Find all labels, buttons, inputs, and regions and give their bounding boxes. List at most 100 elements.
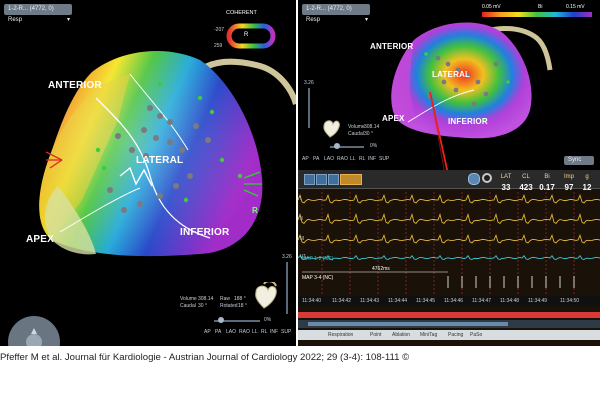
g-value: 12: [582, 183, 592, 192]
bi-header: Bi: [544, 174, 550, 180]
channel-label-1: I: [300, 196, 302, 202]
map34-label: MAP 3-4 (NC): [302, 275, 334, 281]
navigation-compass-icon[interactable]: [4, 308, 62, 346]
right-view-rao-button[interactable]: RAO: [337, 156, 348, 162]
ecg-traces[interactable]: [298, 192, 600, 322]
left-colorbar-letter: R: [244, 32, 249, 38]
speed-button[interactable]: [328, 174, 339, 185]
left-scale-slider[interactable]: [286, 262, 288, 314]
right-cardiac-map[interactable]: [298, 0, 600, 175]
settings-gear-icon[interactable]: [468, 173, 480, 185]
right-view-sup-button[interactable]: SUP: [379, 156, 390, 162]
time-tick-10: 11:34:50: [560, 298, 580, 304]
sync-button[interactable]: Sync: [564, 156, 594, 165]
right-map-selector-label: 1-2-R... (4772, 0) Resp: [306, 6, 352, 23]
left-volume-value: 308.14: [198, 296, 214, 302]
chevron-down-icon: ▾: [66, 17, 70, 23]
sync-button-label: Sync: [568, 157, 582, 163]
scrollbar-thumb[interactable]: [308, 322, 508, 326]
view-ll-button[interactable]: LL: [252, 329, 258, 335]
view-rl-button[interactable]: RL: [261, 329, 268, 335]
time-tick-6: 11:34:46: [444, 298, 464, 304]
left-map-selector[interactable]: 1-2-R... (4772, 0) Resp ▾: [4, 4, 72, 23]
right-heart-orientation-icon[interactable]: [320, 118, 342, 138]
right-colorbar-high: 0.15 mV: [566, 4, 585, 10]
left-opacity-slider[interactable]: [214, 320, 260, 322]
left-colorbar-bottom-value: 259: [214, 43, 223, 49]
view-lao-button[interactable]: LAO: [226, 329, 237, 335]
inferior-label: INFERIOR: [180, 227, 230, 238]
annotation-button[interactable]: [340, 174, 362, 185]
time-tick-2: 11:34:42: [332, 298, 352, 304]
right-colorbar-label: Bi: [538, 4, 543, 10]
cl-value: 423: [519, 183, 533, 192]
r-marker-label: R: [252, 206, 258, 215]
right-opacity-slider-thumb[interactable]: [334, 143, 340, 149]
heart-orientation-icon[interactable]: [250, 282, 280, 310]
right-view-ll-button[interactable]: LL: [350, 156, 356, 162]
view-inf-button[interactable]: INF: [270, 329, 279, 335]
right-anterior-label: ANTERIOR: [370, 42, 414, 51]
time-axis: 11:34:40 11:34:42 11:34:43 11:34:44 11:3…: [298, 296, 600, 306]
right-view-lao-button[interactable]: LAO: [324, 156, 335, 162]
left-rotate-value: 18 °: [238, 303, 247, 309]
lat-value: 33: [501, 183, 511, 192]
left-raw-value: 188 °: [234, 296, 246, 302]
right-map-selector[interactable]: 1-2-R... (4772, 0) Resp ▾: [302, 4, 370, 23]
cl-header: CL: [522, 174, 530, 180]
right-volume-value: 308.14: [364, 124, 380, 130]
freeze-button[interactable]: [316, 174, 327, 185]
left-colorbar-top-value: -207: [214, 27, 225, 33]
view-ap-button[interactable]: AP: [204, 329, 211, 335]
figure-caption: Pfeffer M et al. Journal für Kardiologie…: [0, 352, 410, 363]
ecg-trace-1: [298, 193, 600, 204]
right-apex-label: APEX: [382, 114, 405, 123]
legend-respiration: Respiration: [328, 332, 354, 338]
left-map-selector-label: 1-2-R... (4772, 0) Resp: [8, 6, 54, 23]
g-header: g: [585, 174, 589, 180]
legend-minitag: MiniTag: [420, 332, 438, 338]
left-scale-label: 3.26: [282, 254, 292, 260]
right-view-rl-button[interactable]: RL: [359, 156, 366, 162]
record-button[interactable]: [304, 174, 315, 185]
ecg-trace-3: [298, 233, 600, 244]
right-opacity-slider[interactable]: [330, 146, 364, 148]
left-cardiac-map[interactable]: [0, 0, 296, 346]
lat-header: LAT: [500, 174, 512, 180]
right-lateral-label: LATERAL: [432, 70, 471, 79]
legend-bar: Respiration Point Ablation MiniTag Pacin…: [298, 330, 600, 340]
legend-pacing: Pacing: [448, 332, 464, 338]
channel-label-4: V1: [300, 254, 307, 260]
left-rotate-label: Rotated: [220, 303, 238, 309]
left-slider-value: 0%: [264, 317, 272, 323]
signal-toolbar: [298, 170, 600, 189]
left-opacity-slider-thumb[interactable]: [218, 317, 224, 323]
time-tick-4: 11:34:44: [388, 298, 408, 304]
anterior-label: ANTERIOR: [48, 80, 102, 91]
left-map-panel: 1-2-R... (4772, 0) Resp ▾: [0, 0, 296, 346]
view-pa-button[interactable]: PA: [215, 329, 222, 335]
view-rao-button[interactable]: RAO: [239, 329, 250, 335]
right-caudal-value: 30 °: [364, 131, 373, 137]
right-caudal-label: Caudal: [348, 131, 364, 137]
imp-value: 97: [564, 183, 574, 192]
right-view-pa-button[interactable]: PA: [313, 156, 320, 162]
ecg-trace-2: [298, 212, 600, 224]
signal-viewer: LAT CL Bi Imp g 33 423 0.17 97 12 I II I…: [298, 170, 600, 346]
right-slider-value: 0%: [370, 143, 378, 149]
right-scale-slider[interactable]: [308, 88, 310, 128]
left-raw-label: Raw: [220, 296, 231, 302]
left-caudal-label: Caudal: [180, 303, 196, 309]
time-tick-7: 11:34:47: [472, 298, 492, 304]
map12-trace: [298, 254, 600, 260]
channel-label-3: III: [300, 236, 305, 242]
right-view-ap-button[interactable]: AP: [302, 156, 309, 162]
channel-label-2: II: [300, 216, 303, 222]
colorbar-ring-icon: [226, 23, 276, 49]
right-map-panel: 1-2-R... (4772, 0) Resp ▾ 0.05 mV Bi 0.1…: [298, 0, 600, 346]
right-view-inf-button[interactable]: INF: [368, 156, 377, 162]
timeline-scrollbar[interactable]: [298, 320, 600, 328]
target-icon[interactable]: [482, 173, 492, 183]
view-sup-button[interactable]: SUP: [281, 329, 292, 335]
legend-paso: PaSo: [470, 332, 483, 338]
